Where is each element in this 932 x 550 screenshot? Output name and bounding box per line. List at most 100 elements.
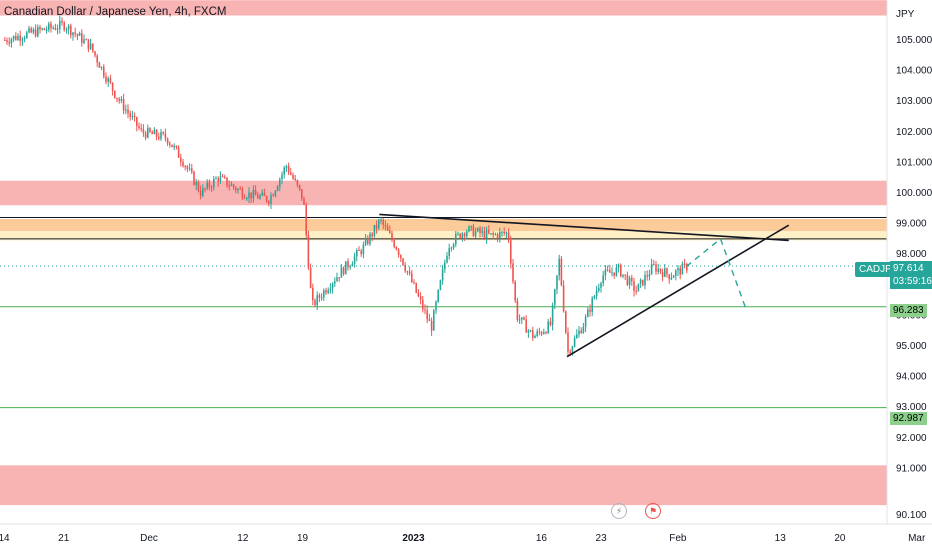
- candle-body-240: [532, 330, 534, 338]
- candle-body-222: [492, 233, 494, 235]
- chart-title: Canadian Dollar / Japanese Yen, 4h, FXCM: [4, 6, 227, 18]
- candles: [4, 15, 688, 357]
- candle-body-233: [516, 300, 519, 320]
- candle-body-148: [329, 288, 332, 291]
- candle-body-223: [494, 234, 497, 236]
- candle-body-99: [221, 176, 224, 178]
- price-tick-label: 90.100: [896, 510, 927, 521]
- candle-body-279: [617, 264, 620, 268]
- candle-body-177: [393, 240, 395, 248]
- candle-body-124: [276, 186, 279, 191]
- candle-body-84: [188, 168, 191, 170]
- candle-body-150: [334, 281, 336, 284]
- candle-body-297: [657, 268, 659, 272]
- price-tick-label: 103.000: [896, 96, 932, 107]
- candle-body-276: [611, 272, 613, 274]
- candle-body-284: [628, 277, 631, 285]
- candle-body-176: [391, 233, 393, 241]
- candle-body-22: [52, 27, 54, 29]
- candle-body-173: [384, 224, 387, 227]
- candle-body-94: [210, 187, 213, 189]
- candle-body-78: [175, 145, 178, 148]
- candle-body-299: [661, 271, 664, 277]
- candle-body-60: [136, 116, 138, 127]
- candle-body-210: [466, 231, 468, 236]
- candle-body-238: [527, 330, 530, 333]
- candle-body-110: [246, 198, 248, 200]
- candle-body-294: [650, 264, 653, 275]
- candle-body-56: [127, 109, 129, 114]
- trendline-1[interactable]: [566, 224, 790, 358]
- candle-body-58: [131, 115, 134, 117]
- price-tick-label: 105.000: [896, 35, 932, 46]
- candle-body-111: [248, 192, 250, 199]
- candle-body-13: [32, 29, 35, 33]
- candle-body-287: [635, 291, 637, 293]
- candle-body-225: [499, 232, 501, 239]
- candle-body-102: [228, 185, 230, 187]
- candle-body-17: [41, 28, 43, 30]
- candle-body-64: [144, 132, 147, 138]
- zone-resistance-0: [0, 0, 887, 16]
- lightning-icon[interactable]: ⚡: [611, 503, 627, 519]
- candle-body-231: [512, 263, 514, 282]
- candle-body-92: [206, 182, 208, 189]
- candle-body-308: [681, 263, 684, 275]
- candle-body-118: [263, 192, 266, 197]
- candle-body-243: [538, 331, 541, 333]
- candle-body-15: [37, 27, 39, 37]
- trendline-0[interactable]: [379, 213, 789, 242]
- price-tick-label: 94.000: [896, 372, 927, 383]
- candle-body-187: [415, 282, 417, 293]
- candle-body-283: [626, 275, 629, 285]
- price-tick-label: 92.000: [896, 433, 927, 444]
- candle-body-255: [565, 311, 567, 333]
- candle-body-245: [543, 332, 545, 334]
- candle-body-205: [455, 234, 457, 245]
- candle-body-293: [648, 274, 651, 277]
- time-tick-label: 14: [0, 533, 10, 544]
- candle-body-189: [419, 296, 422, 300]
- candle-body-149: [331, 283, 334, 289]
- price-tick-label: 100.000: [896, 188, 932, 199]
- support-level-badge-1: 96.283: [890, 304, 927, 317]
- projection-path[interactable]: [685, 237, 747, 310]
- candle-body-4: [12, 35, 15, 40]
- candle-body-34: [78, 33, 81, 36]
- candle-body-241: [534, 335, 536, 338]
- candle-body-197: [437, 289, 439, 302]
- candle-body-206: [457, 233, 459, 235]
- time-tick-label: 2023: [402, 533, 425, 544]
- candle-body-105: [235, 187, 237, 191]
- candle-body-166: [369, 233, 371, 244]
- candle-body-263: [582, 326, 585, 334]
- candle-body-280: [620, 264, 622, 277]
- candle-body-40: [92, 43, 94, 52]
- time-axis[interactable]: 14 21 Dec 12 19 2023 16 23 Feb 13 20 Mar: [0, 523, 932, 544]
- candle-body-135: [301, 188, 303, 199]
- candle-body-76: [171, 144, 173, 148]
- candle-body-191: [424, 309, 426, 311]
- candle-body-298: [659, 268, 662, 272]
- price-tick-label: 102.000: [896, 127, 932, 138]
- candle-body-120: [268, 201, 270, 204]
- candle-body-23: [54, 27, 57, 30]
- candle-body-301: [666, 268, 668, 275]
- candle-body-152: [338, 277, 340, 279]
- candle-body-51: [116, 97, 118, 100]
- canada-flag-icon[interactable]: ⚑: [645, 503, 661, 519]
- time-tick-label: 21: [58, 533, 70, 544]
- price-axis[interactable]: JPY 105.000 104.000 103.000 102.000 101.000 1…: [886, 0, 932, 524]
- candle-body-59: [133, 115, 136, 117]
- candle-body-107: [239, 188, 241, 190]
- candle-body-252: [558, 258, 560, 276]
- candle-body-147: [327, 290, 329, 293]
- zone-resistance-1: [0, 180, 887, 206]
- candle-body-266: [589, 309, 591, 312]
- price-tick-label: 91.000: [896, 463, 927, 474]
- candle-body-139: [309, 267, 312, 288]
- candle-body-296: [655, 264, 657, 272]
- candle-body-19: [45, 29, 48, 31]
- time-tick-label: 20: [834, 533, 846, 544]
